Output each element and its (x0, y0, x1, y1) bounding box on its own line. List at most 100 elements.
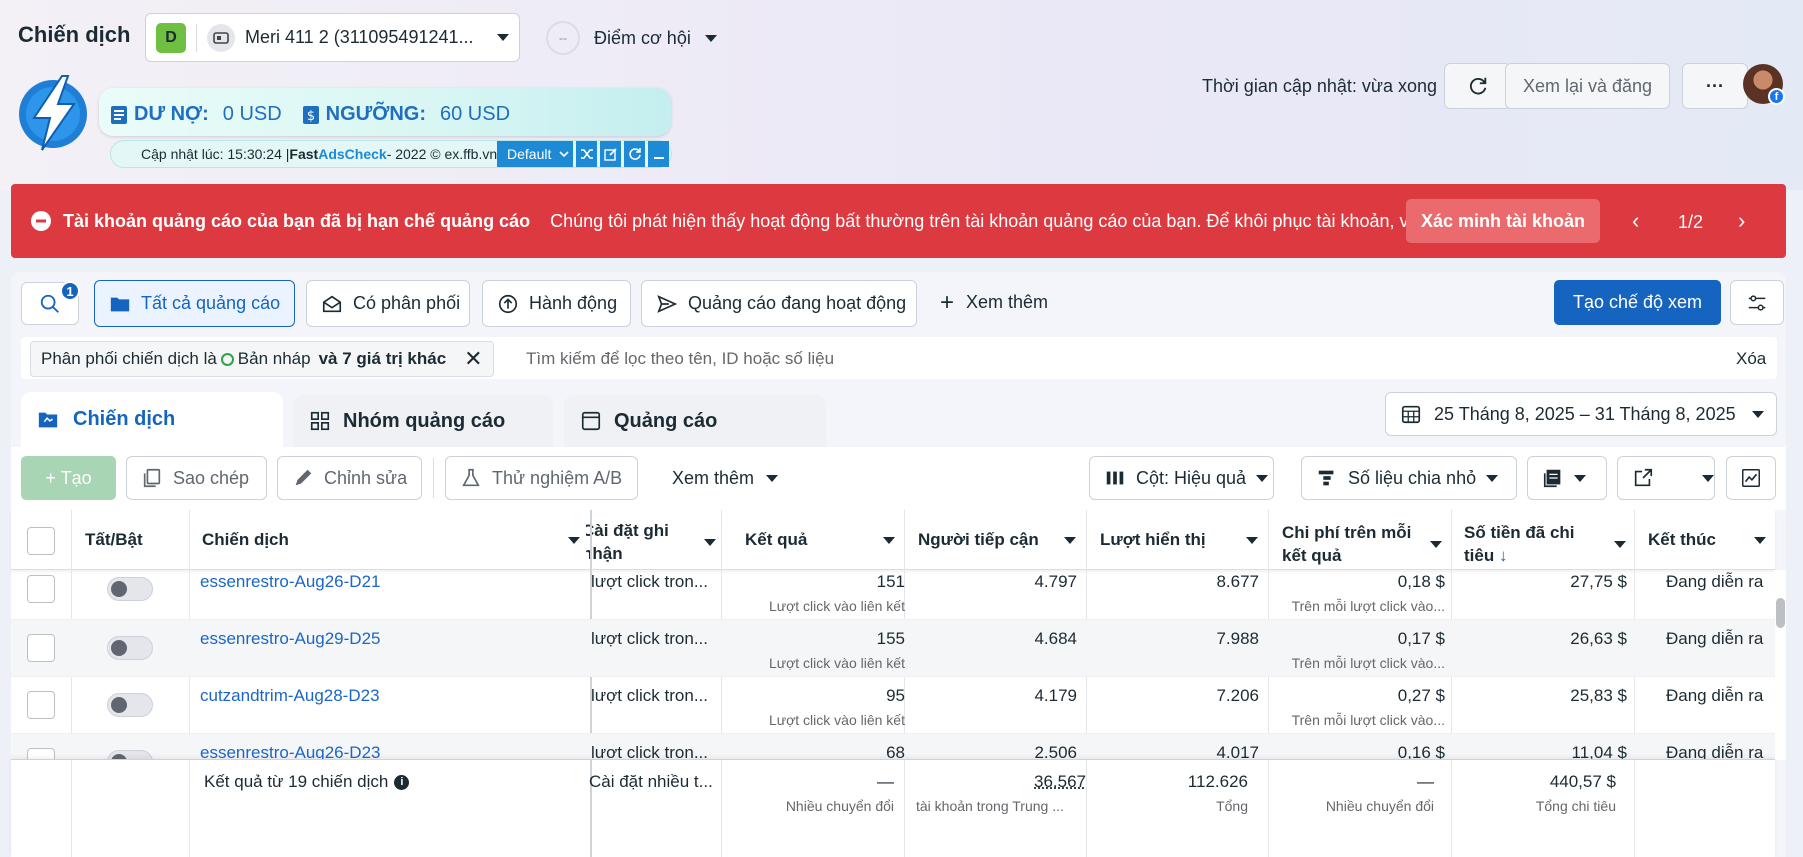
table-scrollbar-thumb[interactable] (1776, 598, 1785, 628)
account-id-icon (207, 24, 235, 52)
reports-dropdown[interactable] (1527, 456, 1607, 500)
clear-filters-button[interactable]: Xóa (1736, 349, 1766, 369)
minimize-icon[interactable] (648, 141, 669, 167)
view-settings-button[interactable] (1730, 280, 1784, 325)
header-ends-label: Kết thúc (1648, 530, 1716, 550)
breakdown-dropdown[interactable]: Số liệu chia nhỏ (1301, 456, 1517, 500)
chevron-down-icon (1256, 475, 1268, 482)
header-reach[interactable]: Người tiếp cận (918, 530, 1076, 550)
header-ends[interactable]: Kết thúc (1648, 530, 1766, 550)
actions-filter[interactable]: Hành động (482, 280, 631, 327)
spent-value: 11,04 $ (1455, 743, 1627, 760)
tab-ad-sets-label: Nhóm quảng cáo (343, 410, 505, 433)
page-title: Chiến dịch (18, 22, 130, 48)
header-cost-per-result[interactable]: Chi phí trên mỗi kết quả (1282, 521, 1442, 567)
send-icon (656, 293, 678, 315)
shuffle-icon[interactable] (576, 141, 597, 167)
summary-reach: 36.567 (916, 772, 1086, 792)
campaign-toggle[interactable] (107, 693, 153, 717)
see-more-filters[interactable]: + Xem thêm (940, 292, 1048, 313)
ad-window-icon (580, 410, 602, 432)
campaign-toggle[interactable] (107, 577, 153, 601)
export-icon (1632, 467, 1654, 489)
debt-value: 0 USD (223, 103, 282, 126)
tab-campaigns[interactable]: Chiến dịch (21, 392, 283, 447)
brand-adscheck: AdsCheck (318, 146, 386, 162)
more-actions-dropdown[interactable]: Xem thêm (672, 468, 778, 489)
header-attribution[interactable]: Cài đặt ghi nhận (586, 519, 716, 565)
refresh-button[interactable] (1444, 63, 1511, 109)
campaign-name-link[interactable]: essenrestro-Aug26-D23 (200, 743, 380, 760)
review-publish-button[interactable]: Xem lại và đăng (1505, 63, 1670, 109)
cpr-value: 0,27 $ (1273, 686, 1445, 706)
edit-icon[interactable] (600, 141, 621, 167)
plus-icon: + (940, 293, 954, 313)
table-row[interactable]: cutzandtrim-Aug28-D23 lượt click tron...… (11, 677, 1775, 734)
update-stamp: Cập nhật lúc: 15:30:24 | (141, 146, 289, 162)
chevron-right-icon[interactable]: › (1738, 208, 1745, 234)
filter-chip[interactable]: Phân phối chiến dịch là Bản nháp và 7 gi… (30, 341, 494, 377)
filter-search-input[interactable]: Tìm kiếm để lọc theo tên, ID hoặc số liệ… (526, 349, 834, 369)
columns-dropdown[interactable]: Cột: Hiệu quả (1089, 456, 1274, 500)
flask-icon (460, 467, 482, 489)
attribution-cell: lượt click tron... (591, 743, 721, 760)
copy-button[interactable]: Sao chép (126, 456, 267, 500)
grid-icon (309, 410, 331, 432)
tab-ads[interactable]: Quảng cáo (564, 395, 826, 447)
calendar-icon (1400, 403, 1422, 425)
chart-button[interactable] (1726, 456, 1776, 500)
campaign-toggle[interactable] (107, 636, 153, 660)
update-time: Thời gian cập nhật: vừa xong (1202, 76, 1437, 97)
reach-value: 2.506 (907, 743, 1077, 760)
tab-ad-sets[interactable]: Nhóm quảng cáo (293, 395, 553, 447)
more-options-button[interactable]: ··· (1682, 63, 1748, 109)
all-ads-filter[interactable]: Tất cả quảng cáo (94, 280, 295, 327)
header-impressions[interactable]: Lượt hiển thị (1100, 530, 1258, 550)
summary-results: — (716, 772, 894, 792)
header-amount-spent[interactable]: Số tiền đã chi tiêu ↓ (1464, 521, 1626, 567)
table-row[interactable]: essenrestro-Aug26-D23 lượt click tron...… (11, 734, 1775, 760)
score-ring-icon: -- (546, 21, 580, 55)
chevron-left-icon[interactable]: ‹ (1632, 208, 1639, 234)
ab-test-button[interactable]: Thử nghiệm A/B (445, 456, 638, 500)
adscheck-tools (576, 141, 669, 167)
active-ads-filter[interactable]: Quảng cáo đang hoạt động (641, 280, 917, 327)
table-row[interactable]: essenrestro-Aug29-D25 lượt click tron...… (11, 620, 1775, 677)
summary-spent-sub: Tổng chi tiêu (1444, 798, 1616, 814)
header-campaign-label: Chiến dịch (202, 530, 289, 550)
summary-label: Kết quả từ 19 chiến dịch i (204, 772, 409, 792)
columns-icon (1104, 467, 1126, 489)
upload-circle-icon (497, 293, 519, 315)
close-icon[interactable]: ✕ (464, 346, 482, 372)
create-view-button[interactable]: Tạo chế độ xem (1554, 280, 1721, 325)
export-dropdown[interactable] (1617, 456, 1715, 500)
actions-label: Hành động (529, 293, 617, 314)
reports-icon (1542, 467, 1564, 489)
header-cost-per-result-label: Chi phí trên mỗi kết quả (1282, 521, 1422, 567)
sync-icon[interactable] (624, 141, 645, 167)
sort-caret-icon (883, 537, 895, 544)
edit-button[interactable]: Chỉnh sửa (277, 456, 422, 500)
date-range-picker[interactable]: 25 Tháng 8, 2025 – 31 Tháng 8, 2025 (1385, 392, 1777, 436)
profile-select[interactable]: Default (497, 141, 573, 167)
verify-account-button[interactable]: Xác minh tài khoản (1406, 199, 1600, 243)
summary-impressions-sub: Tổng (1078, 798, 1248, 814)
info-icon[interactable]: i (394, 775, 409, 790)
account-selector[interactable]: D Meri 411 2 (311095491241... (145, 13, 520, 62)
header-campaign[interactable]: Chiến dịch (202, 530, 580, 550)
threshold-value: 60 USD (440, 103, 510, 126)
table-row[interactable]: essenrestro-Aug26-D21 lượt click tron...… (11, 570, 1775, 620)
tab-campaigns-label: Chiến dịch (73, 408, 175, 431)
chevron-down-icon (497, 34, 509, 41)
sort-caret-icon (1614, 541, 1626, 548)
cpr-value: 0,17 $ (1273, 629, 1445, 649)
chevron-down-icon (1486, 475, 1498, 482)
opportunity-score[interactable]: -- Điểm cơ hội (546, 21, 717, 55)
has-delivery-filter[interactable]: Có phân phối (306, 280, 470, 327)
filter-value: Bản nháp (238, 349, 311, 369)
select-all-checkbox[interactable] (27, 527, 55, 555)
create-button[interactable]: + Tạo (21, 456, 116, 500)
summary-spent: 440,57 $ (1444, 772, 1616, 792)
header-results[interactable]: Kết quả (745, 530, 895, 550)
copy-icon (141, 467, 163, 489)
